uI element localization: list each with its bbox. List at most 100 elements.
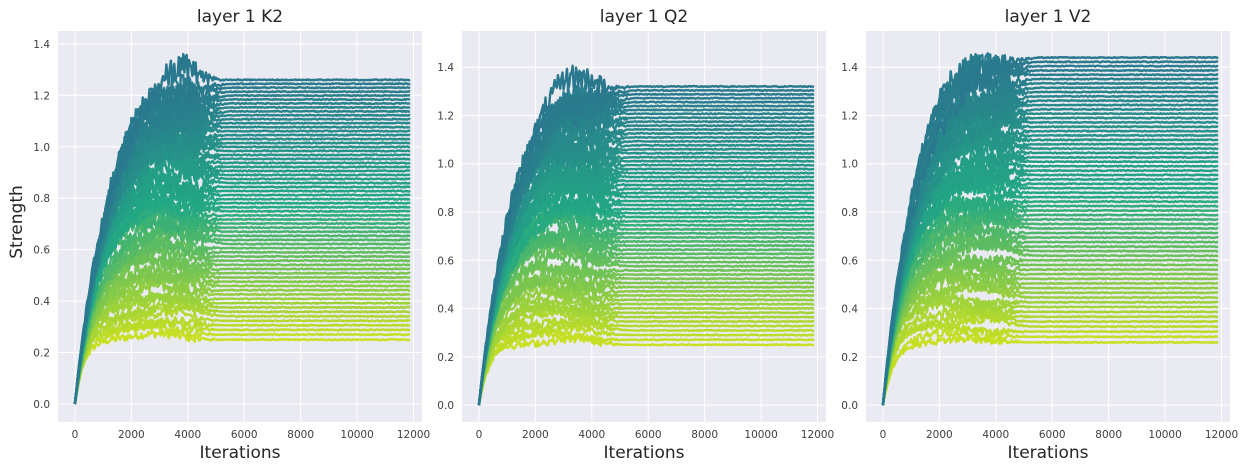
series-line <box>73 279 411 405</box>
series-line <box>477 290 815 406</box>
x-tick-label: 12000 <box>397 429 430 441</box>
series-line <box>881 234 1219 406</box>
series-line <box>73 133 411 405</box>
y-tick-label: 1.4 <box>841 62 858 74</box>
series-line <box>73 237 411 405</box>
series-line <box>881 169 1219 406</box>
series-line <box>73 293 411 405</box>
y-tick-label: 1.2 <box>841 110 858 122</box>
y-tick-label: 0.0 <box>437 400 454 412</box>
series-line <box>477 86 815 406</box>
series-line <box>881 235 1219 406</box>
series-line <box>477 244 815 406</box>
series-line <box>73 316 411 405</box>
y-tick-label: 0.2 <box>841 352 858 364</box>
series-line <box>477 309 815 406</box>
y-tick-label: 0.8 <box>841 207 858 219</box>
series-lines <box>73 52 411 405</box>
series-line <box>477 64 815 406</box>
series-line <box>73 97 411 405</box>
series-line <box>881 91 1219 406</box>
panel-title-q2: layer 1 Q2 <box>600 7 688 27</box>
x-axis-label-k2: Iterations <box>200 443 281 463</box>
y-tick-label: 1.2 <box>437 110 454 122</box>
y-tick-label: 1.0 <box>437 159 454 171</box>
series-line <box>881 235 1219 406</box>
y-tick-label: 0.4 <box>33 296 50 308</box>
series-line <box>73 73 411 405</box>
x-tick-label: 12000 <box>801 429 834 441</box>
y-tick-label: 0.6 <box>841 255 858 267</box>
series-line <box>477 335 815 406</box>
y-tick-label: 1.4 <box>33 39 50 51</box>
series-line <box>73 148 411 405</box>
series-line <box>73 245 411 405</box>
y-tick-label: 0.2 <box>33 348 50 360</box>
panel-layer-1-v2: layer 1 V2 Iterations 0 2000 4000 6000 8000 1… <box>841 7 1238 463</box>
y-tick-label: 0.6 <box>437 255 454 267</box>
series-line <box>881 211 1219 406</box>
series-line <box>881 309 1219 406</box>
series-line <box>881 206 1219 406</box>
y-tick-label: 0.6 <box>33 245 50 257</box>
series-line <box>881 261 1219 406</box>
x-axis-label-q2: Iterations <box>604 443 685 463</box>
series-line <box>477 197 815 406</box>
series-line <box>73 263 411 405</box>
series-line <box>881 270 1219 406</box>
series-line <box>881 121 1219 406</box>
series-line <box>881 54 1219 406</box>
series-line <box>881 279 1219 406</box>
x-tick-label: 6000 <box>231 429 258 441</box>
series-line <box>881 93 1219 406</box>
series-line <box>881 54 1219 406</box>
x-tick-label: 10000 <box>1148 429 1181 441</box>
series-line <box>881 328 1219 406</box>
panel-layer-1-k2: layer 1 K2 Iterations Strength 0 2000 4000… <box>7 7 430 463</box>
y-tick-label: 0.8 <box>33 193 50 205</box>
x-tick-label: 4000 <box>578 429 605 441</box>
series-line <box>477 97 815 406</box>
x-tick-label: 2000 <box>522 429 549 441</box>
series-lines <box>477 64 815 406</box>
series-line <box>477 197 815 406</box>
x-tick-label: 6000 <box>635 429 662 441</box>
series-line <box>477 202 815 406</box>
series-line <box>477 227 815 406</box>
x-tick-label: 8000 <box>287 429 314 441</box>
series-line <box>881 292 1219 406</box>
x-tick-label: 6000 <box>1039 429 1066 441</box>
series-line <box>881 305 1219 406</box>
series-line <box>73 189 411 405</box>
series-line <box>881 114 1219 406</box>
series-line <box>73 217 411 405</box>
series-line <box>881 255 1219 406</box>
series-line <box>477 298 815 406</box>
y-tick-label: 0.4 <box>437 304 454 316</box>
panel-title-k2: layer 1 K2 <box>197 7 283 27</box>
x-tick-label: 0 <box>880 429 887 441</box>
series-line <box>477 317 815 406</box>
series-line <box>73 299 411 405</box>
y-tick-label: 1.2 <box>33 90 50 102</box>
y-axis-label: Strength <box>7 185 27 259</box>
series-line <box>881 153 1219 406</box>
series-line <box>477 286 815 406</box>
x-tick-label: 0 <box>476 429 483 441</box>
x-tick-label: 4000 <box>174 429 201 441</box>
series-line <box>477 142 815 406</box>
series-line <box>881 169 1219 406</box>
x-tick-label: 4000 <box>982 429 1009 441</box>
x-tick-label: 2000 <box>118 429 145 441</box>
series-line <box>477 257 815 406</box>
x-tick-label: 2000 <box>926 429 953 441</box>
x-tick-label: 10000 <box>744 429 777 441</box>
series-line <box>477 223 815 406</box>
y-tick-label: 1.0 <box>33 142 50 154</box>
x-tick-label: 10000 <box>340 429 373 441</box>
series-line <box>477 245 815 406</box>
x-tick-label: 0 <box>72 429 79 441</box>
series-line <box>477 317 815 406</box>
